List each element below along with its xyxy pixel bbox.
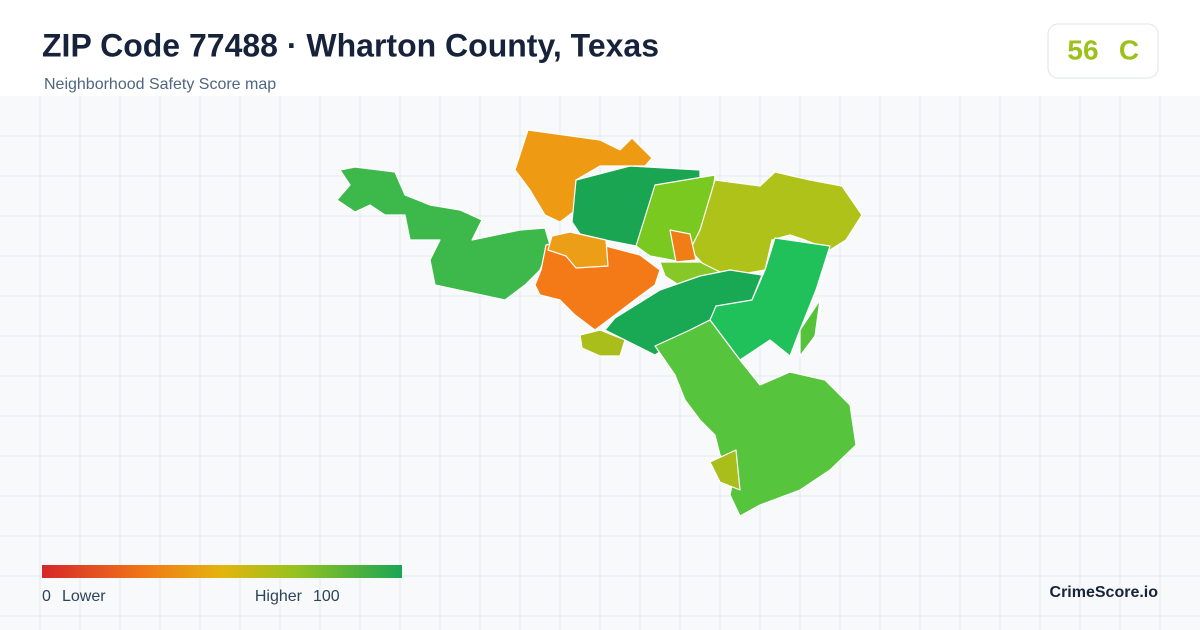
subtitle: Neighborhood Safety Score map [44, 76, 276, 93]
header-band [0, 0, 1200, 96]
legend-scale [42, 565, 402, 578]
area [534, 239, 661, 331]
grade: C [1119, 34, 1139, 65]
legend-min-label: Lower [62, 588, 106, 605]
brand: CrimeScore.io [1050, 584, 1159, 601]
area [669, 229, 697, 263]
area [709, 449, 741, 491]
area [547, 231, 609, 269]
legend-max-label: Higher [255, 588, 303, 605]
area [579, 329, 626, 357]
legend-min: 0 [42, 588, 51, 605]
area [689, 171, 863, 277]
area [514, 129, 653, 223]
score: 56 [1067, 34, 1098, 65]
title: ZIP Code 77488 · Wharton County, Texas [42, 27, 659, 63]
zip-map [336, 129, 863, 517]
legend-max: 100 [313, 588, 340, 605]
area [654, 319, 857, 517]
score-badge [1047, 23, 1159, 79]
area [336, 166, 551, 301]
area [799, 299, 821, 357]
